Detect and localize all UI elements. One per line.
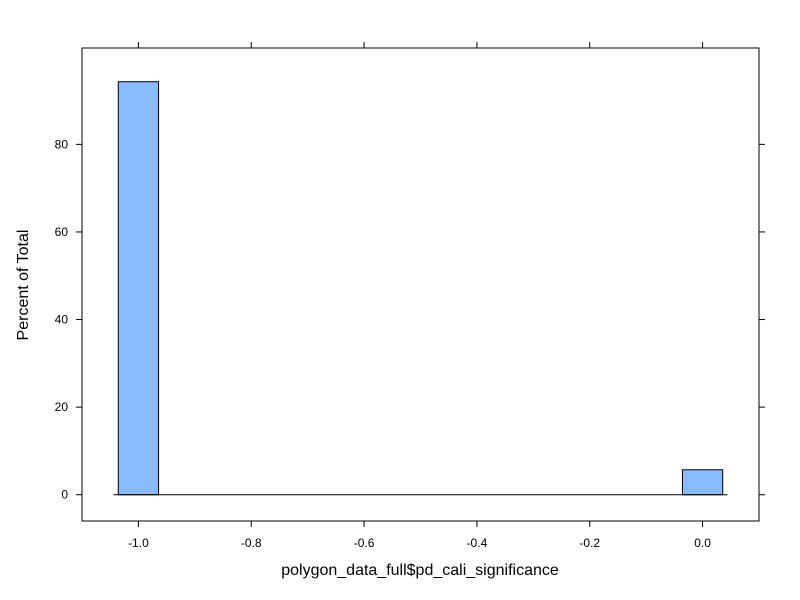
y-tick-label: 40 [55,313,69,327]
y-tick-label: 20 [55,400,69,414]
x-tick-label: -0.6 [354,536,375,550]
y-tick-label: 80 [55,137,69,151]
histogram-bar [117,81,160,496]
x-tick-label: 0.0 [694,536,711,550]
y-tick-label: 0 [61,488,68,502]
y-axis-title: Percent of Total [15,230,32,341]
ticks-layer [76,42,765,527]
x-tick-label: -1.0 [128,536,149,550]
x-axis-title: polygon_data_full$pd_cali_significance [281,562,559,579]
x-tick-label: -0.2 [579,536,600,550]
x-tick-label: -0.8 [241,536,262,550]
plot-frame [81,47,760,522]
bars-layer [117,81,724,496]
y-tick-label: 60 [55,225,69,239]
histogram-bar [681,469,724,496]
x-tick-label: -0.4 [467,536,488,550]
labels-layer: -1.0 -0.8 -0.6 -0.4 -0.2 0.0 0 20 40 60 80 [55,137,712,550]
